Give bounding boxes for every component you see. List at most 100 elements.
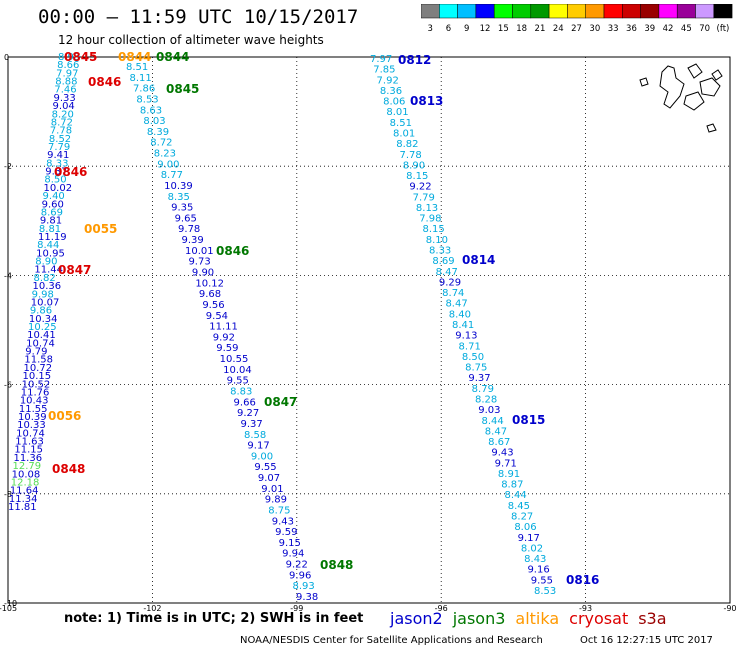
satellite-label-cryosat: cryosat — [569, 609, 629, 628]
wave-height-value: 8.90 — [35, 257, 57, 268]
time-label: 0846 — [54, 165, 87, 179]
wave-height-value: 9.35 — [171, 203, 193, 214]
wave-height-value: 10.15 — [23, 371, 52, 382]
track-c-values: 7.977.857.928.368.068.018.518.018.827.78… — [370, 54, 556, 597]
wave-height-value: 7.78 — [50, 126, 72, 137]
time-label: 0055 — [84, 222, 117, 236]
wave-height-value: 8.52 — [49, 134, 71, 145]
page-title: 00:00 – 11:59 UTC 10/15/2017 — [38, 6, 359, 28]
satellite-label-jason3: jason3 — [452, 609, 506, 628]
wave-height-value: 8.39 — [147, 127, 169, 138]
wave-height-value: 10.34 — [29, 314, 58, 325]
wave-height-value: 8.79 — [472, 384, 494, 395]
wave-height-value: 9.55 — [254, 462, 276, 473]
wave-height-value: 7.79 — [48, 142, 70, 153]
wave-height-value: 7.92 — [377, 75, 399, 86]
wave-height-value: 9.17 — [518, 533, 540, 544]
wave-height-value: 8.23 — [154, 149, 176, 160]
wave-height-value: 8.27 — [511, 512, 533, 523]
wave-height-value: 7.98 — [419, 214, 441, 225]
wave-height-value: 8.13 — [416, 203, 438, 214]
wave-height-value: 8.51 — [126, 62, 148, 73]
wave-height-value: 9.01 — [261, 484, 283, 495]
lon-tick-label: -102 — [143, 604, 161, 613]
wave-height-value: 11.81 — [8, 502, 37, 513]
wave-height-value: 10.36 — [33, 281, 62, 292]
wave-height-value: 8.40 — [449, 309, 471, 320]
wave-height-value: 7.97 — [56, 68, 78, 79]
wave-height-value: 8.77 — [161, 170, 183, 181]
wave-height-value: 10.25 — [28, 322, 57, 333]
legend-label: (ft) — [717, 24, 730, 34]
wave-height-value: 8.35 — [168, 192, 190, 203]
wave-height-value: 8.75 — [268, 505, 290, 516]
wave-height-value: 8.67 — [488, 437, 510, 448]
wave-height-value: 8.01 — [393, 128, 415, 139]
wave-height-value: 10.12 — [195, 278, 224, 289]
wave-height-value: 10.02 — [43, 183, 72, 194]
track-b-times: 0844 0845 0846 0847 0848 — [156, 50, 353, 572]
lon-tick-label: -93 — [579, 604, 592, 613]
wave-height-value: 8.43 — [524, 554, 546, 565]
wave-height-value: 11.36 — [13, 453, 42, 464]
time-label: 0845 — [166, 82, 199, 96]
time-label: 0816 — [566, 573, 599, 587]
satellite-label-s3a: s3a — [638, 609, 667, 628]
wave-height-value: 9.04 — [53, 101, 75, 112]
generated-timestamp: Oct 16 12:27:15 UTC 2017 — [580, 635, 713, 646]
wave-height-value: 8.28 — [475, 394, 497, 405]
page-subtitle: 12 hour collection of altimeter wave hei… — [58, 33, 324, 47]
wave-height-value: 10.39 — [18, 412, 47, 423]
time-label: 0847 — [58, 263, 91, 277]
wave-height-value: 8.93 — [293, 581, 315, 592]
wave-height-value: 9.59 — [275, 527, 297, 538]
wave-height-value: 8.03 — [143, 116, 165, 127]
island-outline — [639, 77, 649, 87]
lat-tick-label: -4 — [4, 271, 12, 280]
wave-height-value: 8.87 — [501, 480, 523, 491]
wave-height-value: 10.04 — [223, 365, 252, 376]
wave-height-value: 10.07 — [31, 297, 60, 308]
wave-height-value: 9.16 — [527, 565, 549, 576]
wave-height-value: 8.74 — [442, 288, 464, 299]
wave-height-value: 8.53 — [534, 586, 556, 597]
legend-label: 36 — [626, 24, 637, 34]
wave-height-value: 9.43 — [491, 448, 513, 459]
wave-height-value: 8.33 — [429, 246, 451, 257]
wave-height-value: 10.39 — [164, 181, 193, 192]
footer-note: note: 1) Time is in UTC; 2) SWH is in fe… — [64, 611, 364, 626]
wave-height-value: 8.44 — [504, 490, 526, 501]
legend-label: 45 — [681, 24, 692, 34]
wave-height-value: 9.68 — [199, 289, 221, 300]
wave-height-value: 9.98 — [32, 289, 54, 300]
wave-height-value: 9.00 — [251, 451, 273, 462]
wave-height-value: 9.33 — [53, 93, 75, 104]
wave-height-value: 7.97 — [370, 54, 392, 65]
wave-height-value: 8.50 — [462, 352, 484, 363]
wave-height-value: 10.95 — [36, 248, 65, 259]
legend-label: 15 — [498, 24, 509, 34]
wave-height-value: 8.66 — [57, 60, 79, 71]
track-b-values: 8.518.117.868.538.638.038.398.728.239.00… — [126, 62, 318, 603]
wave-height-value: 8.45 — [508, 501, 530, 512]
satellite-label-jason2: jason2 — [390, 609, 443, 628]
wave-height-value: 8.01 — [386, 107, 408, 118]
wave-height-value: 9.27 — [237, 408, 259, 419]
lat-tick-label: -10 — [4, 599, 17, 608]
wave-height-value: 9.73 — [188, 257, 210, 268]
legend-label: 9 — [464, 24, 469, 34]
wave-height-value: 10.43 — [20, 396, 49, 407]
time-label: 0812 — [398, 53, 431, 67]
wave-height-value: 9.78 — [178, 224, 200, 235]
time-label: 0846 — [216, 244, 249, 258]
wave-height-value: 8.81 — [39, 224, 61, 235]
island-outline — [706, 123, 717, 133]
wave-height-value: 9.55 — [227, 376, 249, 387]
wave-height-value: 9.13 — [455, 331, 477, 342]
wave-height-value: 11.64 — [10, 486, 39, 497]
track-a-times: 0845 0846 0846 0055 0847 0056 0848 — [48, 50, 121, 476]
wave-height-value: 8.15 — [406, 171, 428, 182]
wave-height-value: 11.76 — [21, 387, 50, 398]
time-label: 0814 — [462, 253, 495, 267]
